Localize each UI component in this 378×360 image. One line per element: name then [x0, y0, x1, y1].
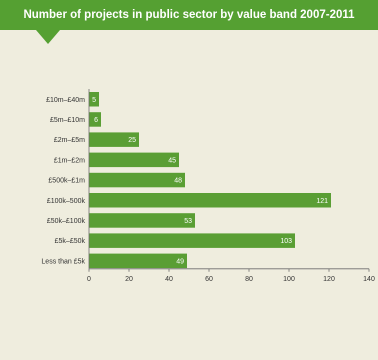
bar-6: [89, 213, 195, 228]
category-label-2: £2m–£5m: [54, 137, 85, 144]
x-tick-label-0: 0: [87, 276, 91, 283]
x-tick-label-5: 100: [283, 276, 295, 283]
value-label-7: 103: [280, 238, 292, 245]
bar-5: [89, 193, 331, 208]
x-tick-label-3: 60: [205, 276, 213, 283]
x-tick-label-2: 40: [165, 276, 173, 283]
category-label-0: £10m–£40m: [46, 97, 85, 104]
category-label-7: £5k–£50k: [55, 238, 86, 245]
chart-header: Number of projects in public sector by v…: [0, 0, 378, 30]
x-tick-label-4: 80: [245, 276, 253, 283]
value-label-0: 5: [92, 97, 96, 104]
category-label-5: £100k–500k: [47, 198, 86, 205]
bar-1: [89, 112, 101, 127]
category-label-4: £500k–£1m: [48, 178, 85, 185]
category-label-6: £50k–£100k: [47, 218, 86, 225]
bar-7: [89, 233, 295, 248]
x-tick-label-1: 20: [125, 276, 133, 283]
x-tick-label-6: 120: [323, 276, 335, 283]
header-pointer: [36, 30, 60, 44]
bar-4: [89, 172, 185, 188]
value-label-6: 53: [184, 218, 192, 225]
chart-title: Number of projects in public sector by v…: [23, 9, 355, 21]
value-label-2: 25: [128, 137, 136, 144]
value-label-3: 45: [168, 157, 176, 164]
category-label-8: Less than £5k: [41, 258, 85, 265]
category-label-3: £1m–£2m: [54, 157, 85, 164]
category-label-1: £5m–£10m: [50, 117, 85, 124]
x-tick-label-7: 140: [363, 276, 375, 283]
bar-8: [89, 253, 187, 269]
value-label-1: 6: [94, 117, 98, 124]
value-label-8: 49: [176, 258, 184, 265]
bar-2: [89, 132, 139, 147]
bar-0: [89, 92, 99, 107]
value-label-4: 48: [174, 178, 182, 185]
value-label-5: 121: [316, 198, 328, 205]
bar-3: [89, 152, 179, 168]
